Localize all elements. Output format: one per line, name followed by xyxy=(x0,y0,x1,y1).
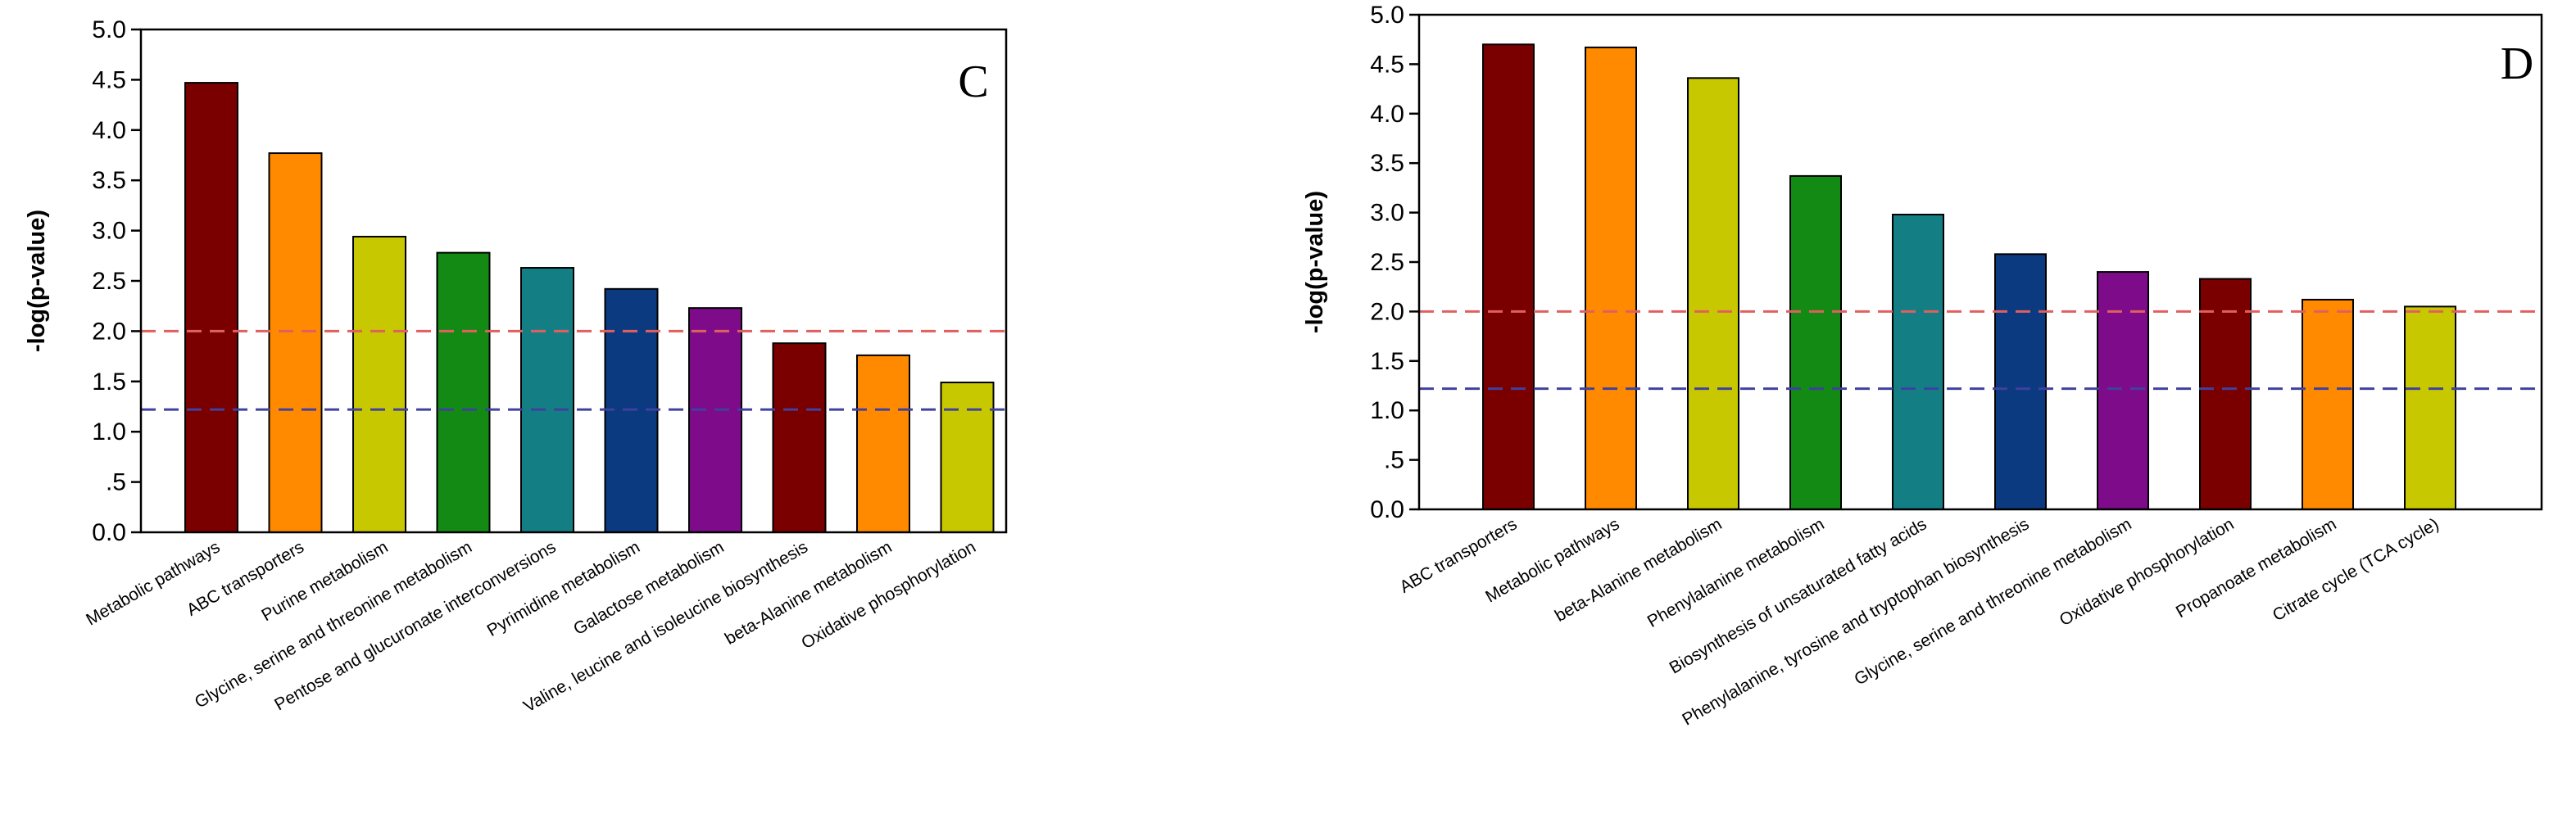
bar-chart-c: 0.0 .5 1.0 1.5 2.0 2.5 3.0 3.5 4.0 4.5 5.0 -log(p-v… xyxy=(24,16,1008,717)
chart-panel-c: 0.0 .5 1.0 1.5 2.0 2.5 3.0 3.5 4.0 4.5 5.0 -log(p-v… xyxy=(0,0,1288,819)
chart-c-y-tick-label-2: 1.0 xyxy=(92,418,126,445)
chart-c-x-tick-label-6: Pyrimidine metabolism xyxy=(484,537,643,640)
chart-d-y-tick-label-10: 5.0 xyxy=(1370,2,1404,29)
chart-d-y-tick-label-2: 1.0 xyxy=(1370,397,1404,424)
chart-c-y-tick-label-3: 1.5 xyxy=(92,369,126,396)
chart-d-y-tick-label-3: 1.5 xyxy=(1370,348,1404,375)
chart-c-y-tick-label-9: 4.5 xyxy=(92,66,126,93)
chart-d-y-tick-label-6: 3.0 xyxy=(1370,200,1404,227)
chart-d-x-tick-label-9: Propanoate metabolism xyxy=(2173,514,2340,622)
chart-panel-d: 0.0 .5 1.0 1.5 2.0 2.5 3.0 3.5 4.0 4.5 5.0 -log(p-v… xyxy=(1288,0,2576,819)
chart-d-bar-5 xyxy=(1892,214,1944,510)
chart-d-x-tick-label-3: beta-Alanine metabolism xyxy=(1552,514,1726,625)
chart-d-bar-10 xyxy=(2404,305,2456,510)
chart-d-y-tick-label-8: 4.0 xyxy=(1370,101,1404,128)
chart-d-x-tick-label-10: Citrate cycle (TCA cycle) xyxy=(2270,514,2442,625)
chart-c-bar-7 xyxy=(688,307,742,533)
chart-d-panel-label: D xyxy=(2501,38,2533,89)
chart-d-bar-2 xyxy=(1585,46,1637,510)
chart-d-y-axis-label: -log(p-value) xyxy=(1302,191,1328,333)
chart-d-y-tick-label-4: 2.0 xyxy=(1370,298,1404,325)
chart-c-y-tick-label-0: 0.0 xyxy=(92,519,126,546)
chart-d-x-tick-label-4: Phenylalanine metabolism xyxy=(1644,514,1828,631)
chart-c-y-tick-label-6: 3.0 xyxy=(92,218,126,245)
chart-d-x-tick-label-6: Phenylalanine, tyrosine and tryptophan b… xyxy=(1679,514,2032,729)
chart-c-bar-3 xyxy=(352,235,406,533)
chart-c-y-tick-label-8: 4.0 xyxy=(92,117,126,144)
chart-c-y-tick-label-10: 5.0 xyxy=(92,16,126,43)
chart-c-bar-4 xyxy=(436,251,491,533)
chart-d-y-tick-label-9: 4.5 xyxy=(1370,51,1404,78)
chart-c-y-tick-label-4: 2.0 xyxy=(92,318,126,345)
chart-d-y-tick-label-0: 0.0 xyxy=(1370,496,1404,523)
chart-c-bar-5 xyxy=(520,267,574,533)
chart-c-bar-10 xyxy=(940,382,995,534)
chart-d-bar-6 xyxy=(1994,253,2047,510)
chart-d-bar-8 xyxy=(2199,278,2252,510)
chart-c-y-tick-label-1: .5 xyxy=(106,469,126,496)
chart-d-x-tick-label-8: Oxidative phosphorylation xyxy=(2057,514,2238,630)
chart-c-bar-9 xyxy=(856,354,910,534)
chart-d-bar-4 xyxy=(1789,174,1842,511)
chart-d-y-tick-label-5: 2.5 xyxy=(1370,249,1404,276)
chart-d-bar-7 xyxy=(2097,271,2149,510)
chart-c-bar-8 xyxy=(772,342,827,533)
chart-c-y-axis-label: -log(p-value) xyxy=(24,210,50,352)
chart-d-bar-1 xyxy=(1482,43,1535,511)
chart-c-bar-1 xyxy=(184,82,238,534)
chart-d-y-tick-label-1: .5 xyxy=(1384,447,1404,474)
chart-d-y-tick-label-7: 3.5 xyxy=(1370,150,1404,177)
chart-c-x-tick-label-1: Metabolic pathways xyxy=(83,537,223,629)
chart-c-panel-label: C xyxy=(958,57,988,107)
bar-chart-d: 0.0 .5 1.0 1.5 2.0 2.5 3.0 3.5 4.0 4.5 5.0 -log(p-v… xyxy=(1302,2,2543,730)
chart-d-bar-9 xyxy=(2302,298,2354,510)
chart-c-y-tick-label-5: 2.5 xyxy=(92,268,126,295)
chart-c-y-tick-label-7: 3.5 xyxy=(92,167,126,194)
chart-d-bar-3 xyxy=(1687,77,1739,510)
chart-c-bar-2 xyxy=(268,152,323,533)
chart-c-x-tick-label-7: Galactose metabolism xyxy=(570,537,727,639)
